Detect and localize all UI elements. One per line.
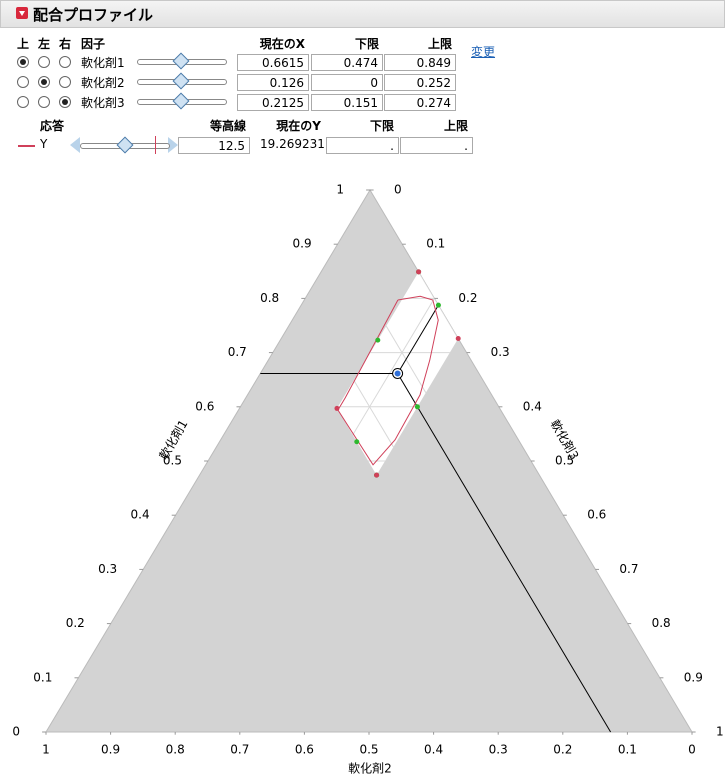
column-header: 因子 [81,37,106,51]
tick-label: 0.2 [553,743,572,757]
tick-label: 1 [42,743,50,757]
upper-limit[interactable]: 0.274 [384,94,456,111]
radio-button[interactable] [17,56,29,68]
tick-label: 0.4 [424,743,443,757]
column-header: 上 [17,37,30,51]
lower-limit[interactable]: 0.474 [311,54,383,71]
vertex-point [455,336,461,342]
column-header: 右 [59,37,72,51]
tick-label: 0.6 [587,508,606,522]
tick-label: 0.5 [555,454,574,468]
current-y: 19.269231 [260,137,325,151]
column-header: 応答 [40,119,65,133]
factor-name: 軟化剤1 [81,56,125,70]
response-name: Y [40,137,48,151]
current-x[interactable]: 0.2125 [237,94,309,111]
tick-label: 0.7 [230,743,249,757]
tick-label: 1 [716,725,724,739]
factor-name: 軟化剤3 [81,96,125,110]
contour-line [337,295,439,466]
tick-label: 0.8 [260,291,279,305]
midpoint-point [354,439,360,445]
radio-button[interactable] [38,56,50,68]
midpoint-point [435,302,441,308]
tick-label: 0.1 [33,670,52,684]
grid-line [369,271,459,476]
tick-label: 0.4 [131,508,150,522]
upper-limit[interactable]: 0.849 [384,54,456,71]
contour-value[interactable]: 12.5 [178,137,250,154]
radio-button[interactable] [59,76,71,88]
tick-label: 0.9 [101,743,120,757]
axis-title: 軟化剤2 [348,761,392,776]
change-link[interactable]: 変更 [471,45,496,59]
current-x[interactable]: 0.6615 [237,54,309,71]
radio-button[interactable] [59,96,71,108]
radio-button[interactable] [17,76,29,88]
tick-label: 0.2 [66,616,85,630]
tick-label: 0.7 [228,345,247,359]
tick-label: 0.4 [523,399,542,413]
column-header: 下限 [369,119,394,133]
response-line [18,145,35,147]
crosshair-line [397,304,439,374]
slider-arrow-right[interactable] [168,137,178,153]
column-header: 下限 [354,37,379,51]
tick-label: 0.9 [293,237,312,251]
tick-label: 0.3 [98,562,117,576]
radio-button[interactable] [59,56,71,68]
current-point [394,370,401,377]
tick-label: 0.1 [426,237,445,251]
current-y-marker [155,136,156,154]
midpoint-point [375,337,381,343]
column-header: 左 [38,37,51,51]
column-header: 現在のX [259,37,305,51]
lower-limit[interactable]: 0 [311,74,383,91]
tick-label: 0.8 [166,743,185,757]
upper-limit[interactable]: 0.252 [384,74,456,91]
tick-label: 0.6 [195,399,214,413]
panel-title: 配合プロファイル [33,6,154,24]
disclosure-arrow [19,11,25,16]
tick-label: 0.1 [618,743,637,757]
column-header: 上限 [443,119,468,133]
tick-label: 0 [12,725,20,739]
current-x[interactable]: 0.126 [237,74,309,91]
tick-label: 1 [336,183,344,197]
vertex-point [416,269,422,275]
radio-button[interactable] [17,96,29,108]
factor-name: 軟化剤2 [81,76,125,90]
midpoint-point [414,404,420,410]
tick-label: 0.3 [489,743,508,757]
column-header: 上限 [427,37,452,51]
lower-limit[interactable]: . [326,137,399,154]
tick-label: 0.5 [163,454,182,468]
tick-label: 0 [688,743,696,757]
tick-label: 0.5 [359,743,378,757]
tick-label: 0.9 [684,670,703,684]
crosshair-line [397,373,612,733]
lower-limit[interactable]: 0.151 [311,94,383,111]
radio-button[interactable] [38,76,50,88]
column-header: 現在のY [276,119,321,133]
tick-label: 0.3 [491,345,510,359]
slider-arrow-left[interactable] [70,137,80,153]
header-bar [0,0,725,28]
vertex-point [334,405,340,411]
tick-label: 0.2 [458,291,477,305]
tick-label: 0.6 [295,743,314,757]
radio-button[interactable] [38,96,50,108]
grid-line [336,298,435,476]
tick-label: 0 [394,183,402,197]
tick-label: 0.8 [652,616,671,630]
column-header: 等高線 [209,119,246,133]
vertex-point [374,472,380,478]
upper-limit[interactable]: . [400,137,473,154]
tick-label: 0.7 [619,562,638,576]
